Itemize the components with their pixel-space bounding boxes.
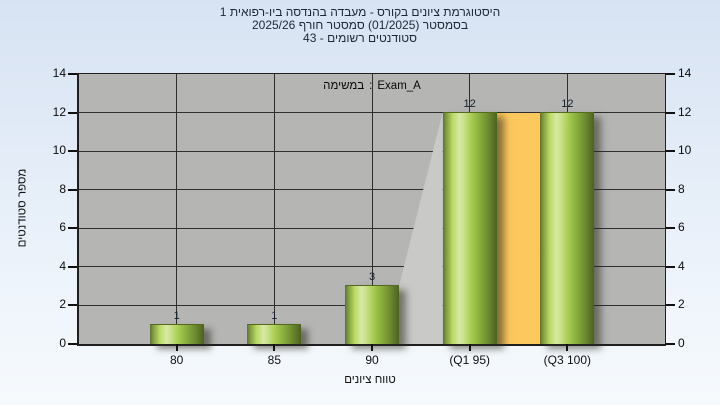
y-axis-tick-right (666, 111, 675, 114)
y-axis-tick-left (68, 73, 77, 75)
chart-title-block: היסטוגרמת ציונים בקורס - מעבדה בהנדסה בי… (0, 6, 720, 45)
y-axis-title: מספר סטודנטים (16, 168, 29, 248)
bar-value-label: 12 (463, 97, 476, 110)
y-axis-tick-right (666, 150, 675, 153)
chart-title-line1: היסטוגרמת ציונים בקורס - מעבדה בהנדסה בי… (219, 5, 501, 19)
x-axis-category-label: (Q3 100) (543, 353, 591, 367)
y-axis-title-column: מספר סטודנטים (13, 73, 31, 343)
highlight-band (496, 112, 541, 344)
vertical-gridline (371, 74, 373, 344)
y-axis-tick-right (666, 227, 675, 230)
bar (345, 285, 399, 344)
x-axis-category-label: 90 (365, 353, 379, 367)
y-axis-tick-label-right: 14 (678, 66, 692, 80)
y-axis-tick-left (68, 343, 77, 345)
y-axis-tick-label-left: 10 (52, 143, 66, 158)
y-axis-tick-label-right: 6 (678, 220, 685, 235)
bar (540, 111, 595, 344)
x-axis-tick (273, 344, 276, 351)
y-axis-tick-right (666, 343, 675, 345)
vertical-gridline (176, 74, 178, 344)
y-axis-tick-right (666, 265, 675, 268)
y-axis-tick-right (666, 304, 675, 307)
y-axis-tick-label-right: 10 (678, 143, 692, 158)
y-axis-tick-left (68, 227, 77, 230)
bar-value-label: 3 (368, 271, 376, 284)
bar-value-label: 1 (173, 309, 180, 322)
x-axis-tick (566, 344, 569, 351)
x-axis-category-label: 80 (169, 353, 184, 367)
x-axis-title: טווח ציונים (344, 374, 396, 386)
legend-separator: : (369, 80, 373, 92)
x-axis-tick (371, 344, 373, 351)
bar-value-label: 1 (271, 309, 278, 322)
x-axis-category-label: 85 (267, 353, 281, 367)
y-axis-tick-label-left: 4 (59, 258, 66, 273)
y-axis-tick-left (68, 265, 77, 268)
legend-series-name: Exam_A (377, 80, 421, 92)
bar (149, 323, 204, 344)
bar-value-label: 12 (561, 97, 574, 110)
x-axis-category-label: (Q1 95) (449, 353, 490, 367)
legend-task-label: במשימה (323, 80, 365, 92)
y-axis-tick-right (666, 188, 675, 191)
bar (442, 111, 497, 344)
y-axis-tick-label-right: 8 (678, 181, 685, 196)
y-axis-tick-left (68, 304, 77, 307)
legend: במשימה: Exam_A (79, 80, 665, 92)
y-axis-tick-label-right: 2 (678, 297, 685, 312)
y-axis-tick-right (666, 73, 675, 75)
x-axis-tick (175, 344, 178, 351)
y-axis-tick-label-left: 8 (59, 181, 66, 196)
chart-area: במשימה: Exam_A 1 1 3 12 12 0 0 2 2 4 4 6 6 8 8 10 10 12 12… (16, 66, 692, 386)
y-axis-tick-label-right: 12 (678, 104, 692, 119)
connector-shade (399, 112, 443, 344)
chart-title-line3: סטודנטים רשומים - 43 (303, 31, 417, 45)
y-axis-tick-label-left: 12 (52, 104, 66, 119)
y-axis-tick-left (68, 150, 77, 153)
y-axis-tick-label-right: 4 (678, 258, 685, 273)
x-axis-tick (468, 344, 471, 351)
y-axis-tick-label-left: 2 (59, 297, 66, 312)
y-axis-tick-left (68, 188, 77, 191)
plot-area: במשימה: Exam_A 1 1 3 12 12 0 0 2 2 4 4 6 6 8 8 10 10 12 12… (53, 66, 692, 367)
bar (247, 323, 302, 344)
vertical-gridline (273, 74, 275, 344)
y-axis-tick-label-left: 0 (59, 336, 66, 350)
y-axis-tick-label-right: 0 (678, 336, 685, 350)
y-axis-tick-label-left: 6 (59, 220, 66, 235)
chart-title-line2: בסמסטר (01/2025) סמסטר חורף 2025/26 (251, 18, 469, 32)
y-axis-tick-left (68, 111, 77, 114)
y-axis-tick-label-left: 14 (52, 66, 66, 80)
